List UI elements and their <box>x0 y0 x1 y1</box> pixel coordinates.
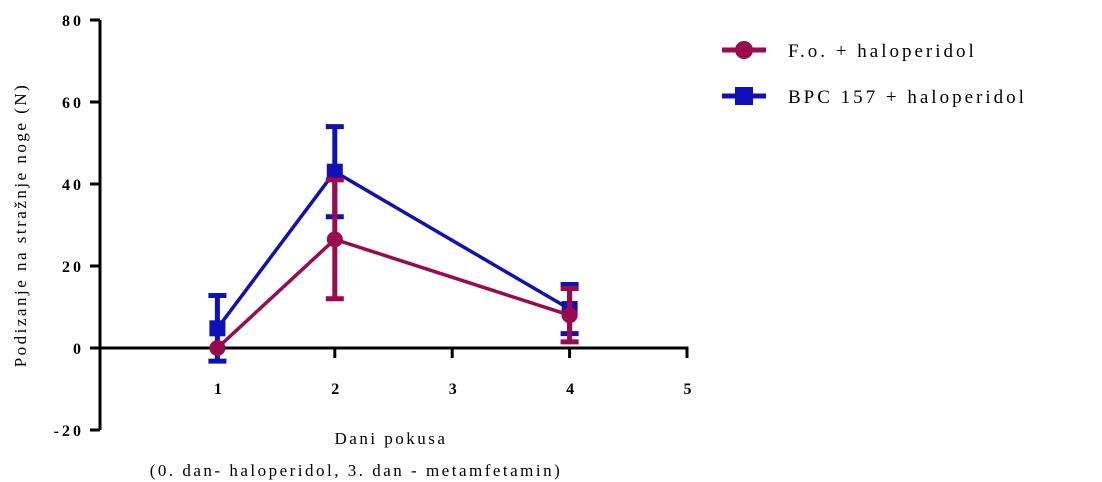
series-0 <box>209 177 579 356</box>
series-1-point-2 <box>326 163 343 180</box>
x-tick-label-1: 1 <box>214 381 225 398</box>
series-1-line <box>215 169 571 330</box>
series-0-point-2 <box>326 231 343 248</box>
series-0-point-4 <box>561 307 578 324</box>
y-tick-label--20: -20 <box>54 423 84 440</box>
series-layer <box>208 124 579 364</box>
x-axis-label: Dani pokusa <box>335 429 448 448</box>
y-axis-label: Podizanje na stražnje noge (N) <box>11 83 30 368</box>
y-tick-label-60: 60 <box>62 95 84 112</box>
x-axis-sublabel: (0. dan- haloperidol, 3. dan - metamfeta… <box>150 461 563 480</box>
legend-item-1: BPC 157 + haloperidol <box>722 87 1027 108</box>
series-1-point-1 <box>209 320 226 337</box>
axes: -20 0 20 40 60 80 1 2 3 4 5 <box>54 13 695 440</box>
legend-label-0: F.o. + haloperidol <box>788 41 977 62</box>
y-tick-label-80: 80 <box>62 13 84 30</box>
series-0-point-1 <box>209 340 226 356</box>
x-tick-label-2: 2 <box>331 381 342 398</box>
legend-item-0: F.o. + haloperidol <box>722 41 977 62</box>
legend-label-1: BPC 157 + haloperidol <box>788 87 1027 108</box>
legend-marker-0 <box>735 41 753 59</box>
y-tick-label-40: 40 <box>62 177 84 194</box>
y-tick-label-0: 0 <box>73 341 84 358</box>
y-tick-label-20: 20 <box>62 259 84 276</box>
x-tick-label-3: 3 <box>449 381 460 398</box>
legend-marker-1 <box>735 87 753 105</box>
series-1 <box>208 124 579 364</box>
legend: F.o. + haloperidol BPC 157 + haloperidol <box>722 41 1027 108</box>
x-tick-label-5: 5 <box>684 381 695 398</box>
x-tick-label-4: 4 <box>566 381 577 398</box>
